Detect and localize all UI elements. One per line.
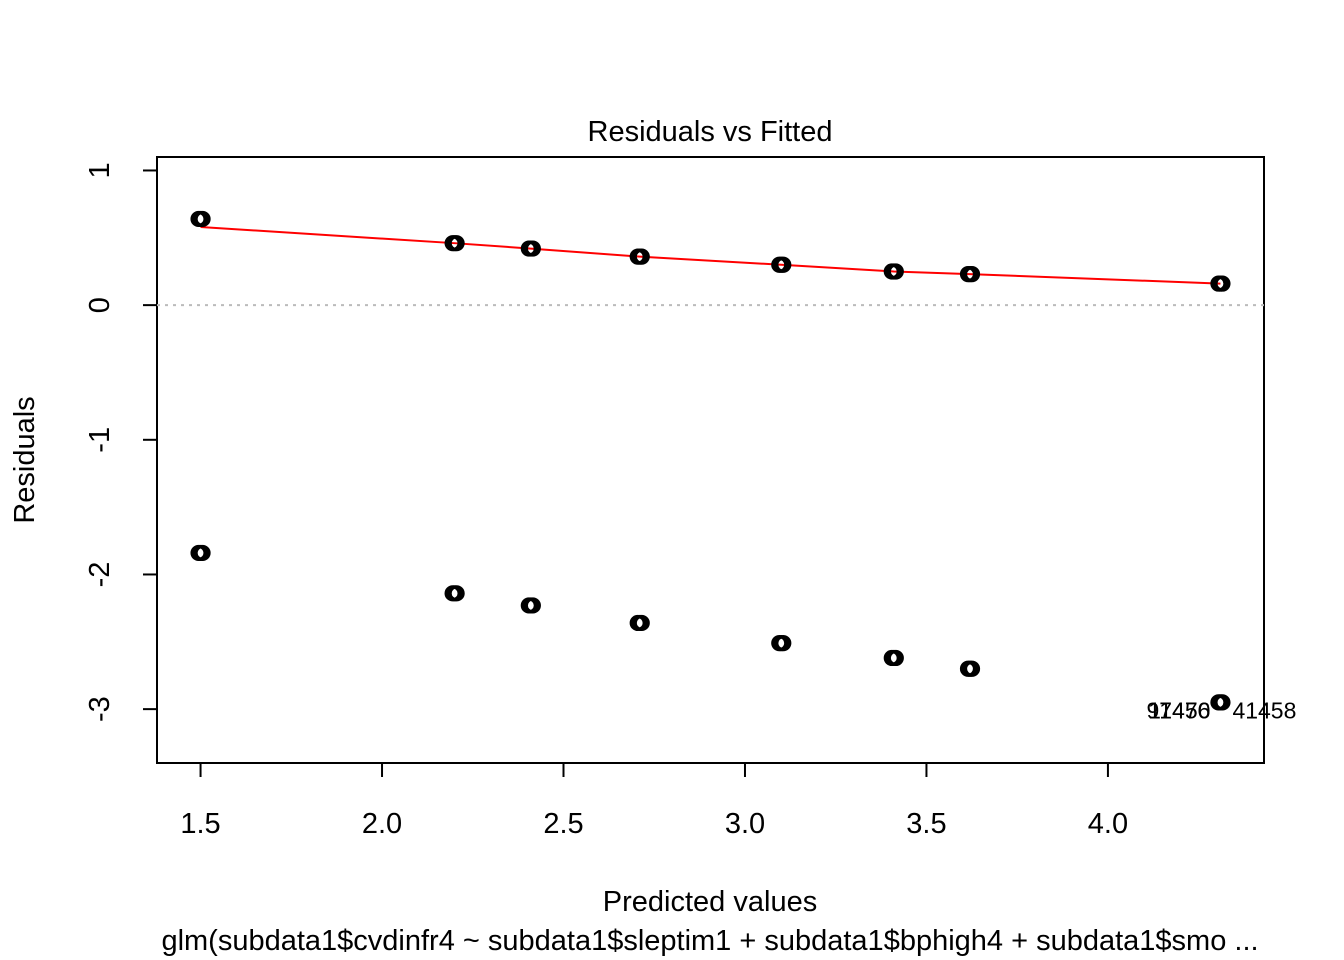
data-point [887,649,904,667]
data-point [775,635,792,652]
data-point [448,235,465,252]
y-axis: -3 -2 -1 0 1 [84,162,158,722]
x-tick-label: 2.0 [362,808,402,840]
data-points [190,210,1231,711]
data-point [524,240,541,257]
data-point [194,544,211,562]
x-tick-label: 3.0 [725,808,765,840]
x-tick-label: 4.0 [1088,808,1128,840]
point-annotation-label: 41458 [1232,697,1296,723]
chart-title: Residuals vs Fitted [588,116,833,148]
x-axis: 1.5 2.0 2.5 3.0 3.5 4.0 [180,762,1128,840]
x-tick-label: 3.5 [906,808,946,840]
chart-subtitle: glm(subdata1$cvdinfr4 ~ subdata1$sleptim… [161,925,1258,957]
data-point [1214,275,1231,292]
point-annotation-label: 11456 [1148,697,1210,723]
plot-frame [156,156,1265,764]
x-tick-label: 1.5 [180,808,220,840]
y-tick-label: -3 [84,696,116,722]
data-point [1214,694,1231,711]
y-tick-label: -2 [84,562,116,588]
data-point [775,256,792,273]
point-annotation-label: 97470 [1146,697,1210,723]
y-axis-label: Residuals [9,396,41,523]
y-tick-label: 0 [84,297,116,313]
data-point [963,266,981,283]
data-point [963,660,981,677]
data-point [194,210,211,228]
data-point [633,248,650,265]
data-point [887,263,904,280]
x-axis-label: Predicted values [603,886,817,918]
data-point [524,597,541,614]
y-tick-label: 1 [84,162,116,178]
smooth-polyline [200,226,1221,285]
x-tick-label: 2.5 [543,808,583,840]
data-point [448,585,465,602]
data-point [633,614,650,632]
smooth-line [200,226,1221,285]
y-tick-label: -1 [84,427,116,453]
